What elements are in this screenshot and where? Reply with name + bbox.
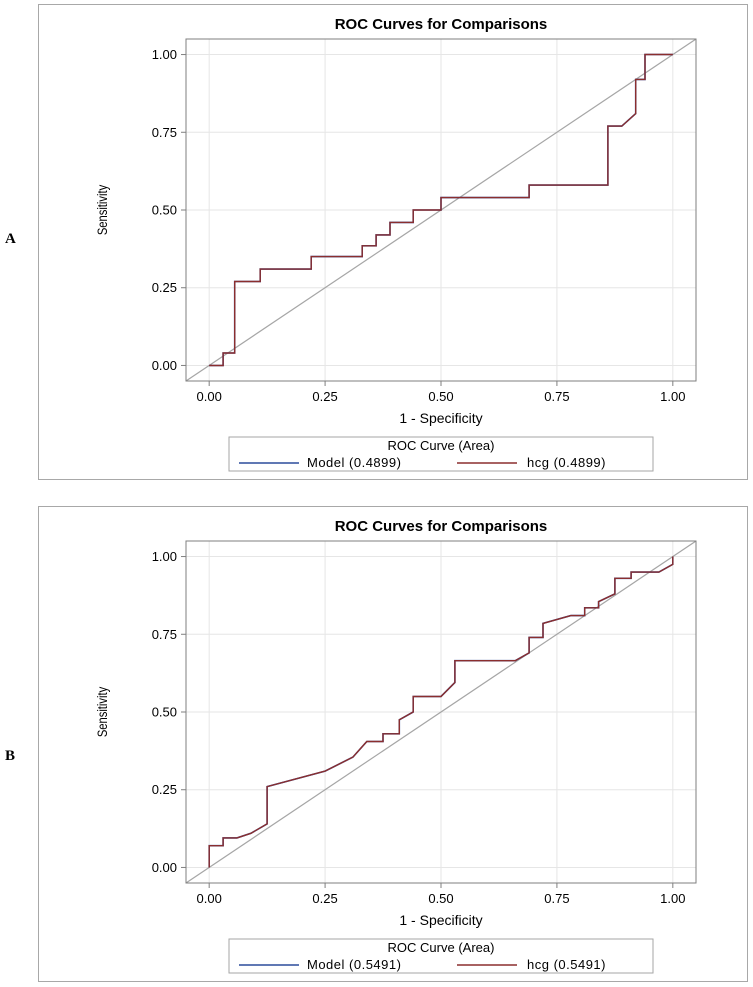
roc-chart-panel-b: ROC Curves for Comparisons 0.00 0.25 0.50 0.… xyxy=(38,506,748,982)
legend-title: ROC Curve (Area) xyxy=(388,438,495,453)
legend-model-label: Model (0.5491) xyxy=(307,957,401,972)
x-axis-label: 1 - Specificity xyxy=(399,410,482,426)
y-axis-label: Sensitivity xyxy=(95,686,110,737)
panel-letter-a: A xyxy=(5,231,16,247)
legend-box xyxy=(228,938,654,974)
x-tick-label: 1.00 xyxy=(660,389,685,404)
hcg-roc-line xyxy=(209,53,673,367)
y-tick-label: 1.00 xyxy=(152,47,177,62)
x-tick-label: 0.25 xyxy=(312,389,337,404)
y-tick-label: 0.00 xyxy=(152,358,177,373)
x-tick-label: 0.75 xyxy=(544,891,569,906)
legend-box xyxy=(228,436,654,472)
panel-letter-b: B xyxy=(5,748,16,764)
y-axis-label: Sensitivity xyxy=(95,184,110,235)
y-tick-label: 0.75 xyxy=(152,125,177,140)
x-tick-label: 0.50 xyxy=(428,891,453,906)
chart-title: ROC Curves for Comparisons xyxy=(335,518,548,535)
x-tick-label: 0.25 xyxy=(312,891,337,906)
roc-chart-b: ROC Curves for Comparisons 0.00 0.25 0.50 0.… xyxy=(95,518,697,974)
x-tick-label: 0.00 xyxy=(197,891,222,906)
y-tick-label: 0.25 xyxy=(152,280,177,295)
legend-model-label: Model (0.4899) xyxy=(307,455,401,470)
y-tick-label: 0.50 xyxy=(152,203,177,218)
roc-chart-panel-a: ROC Curves for Comparisons 0.00 0.25 0.50 0.… xyxy=(38,4,748,480)
legend-hcg-label: hcg (0.5491) xyxy=(527,957,606,972)
x-tick-label: 0.00 xyxy=(197,389,222,404)
y-tick-label: 1.00 xyxy=(152,549,177,564)
y-tick-label: 0.25 xyxy=(152,782,177,797)
x-tick-label: 0.50 xyxy=(428,389,453,404)
y-tick-label: 0.75 xyxy=(152,627,177,642)
chart-title: ROC Curves for Comparisons xyxy=(335,16,548,33)
y-tick-label: 0.50 xyxy=(152,705,177,720)
hcg-roc-line xyxy=(208,556,674,868)
reference-diagonal-line xyxy=(186,541,696,883)
legend-title: ROC Curve (Area) xyxy=(388,940,495,955)
x-axis-label: 1 - Specificity xyxy=(399,912,482,928)
x-tick-label: 0.75 xyxy=(544,389,569,404)
roc-chart-a: ROC Curves for Comparisons 0.00 0.25 0.50 0.… xyxy=(95,16,697,472)
legend-hcg-label: hcg (0.4899) xyxy=(527,455,606,470)
y-tick-label: 0.00 xyxy=(152,860,177,875)
x-tick-label: 1.00 xyxy=(660,891,685,906)
